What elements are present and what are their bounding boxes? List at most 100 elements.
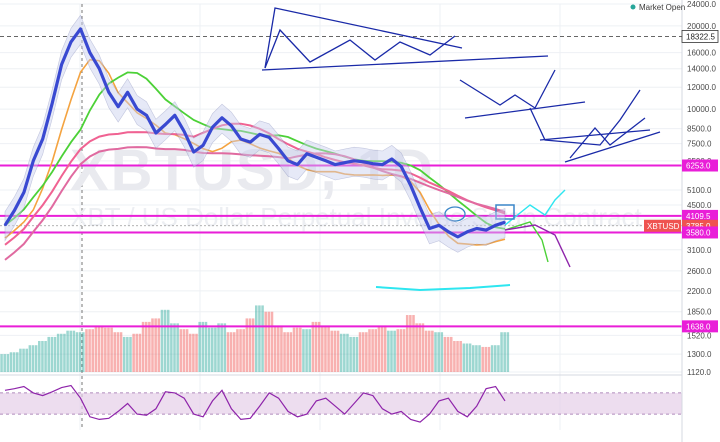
price-tag (681, 30, 719, 43)
volume-bar (402, 329, 406, 372)
volume-bar (371, 329, 374, 372)
price-point (296, 163, 299, 166)
price-point (362, 160, 365, 163)
volume-bar (223, 323, 227, 372)
volume-bar (377, 325, 381, 372)
volume-bar (110, 327, 113, 372)
volume-bar (154, 318, 157, 372)
price-tick-label: 7500.0 (687, 140, 712, 149)
volume-bar (179, 329, 183, 372)
volume-bar (188, 333, 192, 372)
moving-averages (4, 58, 506, 261)
price-tick-label: 1120.0 (687, 368, 711, 377)
price-point (457, 236, 459, 238)
volume-bar (493, 345, 497, 372)
price-point (13, 209, 16, 212)
volume-bar (390, 330, 393, 372)
price-point (60, 63, 63, 66)
symbol-tag-label: XBTUSD (647, 222, 680, 231)
price-tag (682, 159, 718, 172)
volume-bar (16, 352, 19, 372)
volume-bar (132, 333, 135, 372)
price-point (485, 229, 487, 231)
volume-bar (503, 332, 506, 372)
volume-bar (151, 318, 154, 372)
watermark-description: XBT / US Dollar Perpetual Inverse Swap C… (70, 202, 643, 232)
volume-bar (226, 332, 230, 372)
volume-bar (305, 329, 308, 372)
price-point (117, 105, 120, 108)
volume-bar (409, 315, 412, 372)
volume-bar (126, 336, 129, 372)
volume-bar (229, 332, 233, 372)
volume-bar (0, 354, 3, 372)
volume-bar (387, 330, 390, 372)
volume-bar (431, 330, 434, 372)
volume-bar (138, 333, 142, 372)
price-point (343, 161, 346, 164)
volume-bar (157, 318, 161, 372)
volume-bar (22, 348, 25, 372)
price-point (136, 108, 138, 110)
volume-bar (258, 305, 261, 372)
rsi-band (0, 392, 682, 415)
price-point (4, 224, 6, 227)
volume-bar (214, 327, 217, 372)
volume-bar (251, 318, 255, 372)
price-tick-label: 16000.0 (687, 49, 716, 58)
watermark-symbol: XBTUSD, 1D (70, 138, 435, 203)
volume-bar (53, 336, 57, 372)
price-point (381, 163, 384, 166)
price-point (98, 67, 101, 70)
price-tick-label: 12000.0 (687, 83, 716, 92)
price-point (438, 224, 440, 227)
volume-bar (88, 329, 91, 372)
volume-bar (311, 321, 315, 372)
price-tag-label: 4109.5 (686, 212, 711, 221)
volume-bar (41, 340, 44, 372)
volume-bar (487, 346, 491, 372)
price-point (51, 102, 53, 105)
volume-bar (242, 329, 245, 372)
volume-bar (484, 346, 488, 372)
price-point (475, 227, 478, 230)
volume-bar (396, 329, 400, 372)
volume-bar (368, 329, 371, 372)
trendline-drawing (569, 117, 646, 159)
price-tick-label: 1850.0 (687, 308, 712, 317)
volume-bar (352, 336, 356, 372)
volume-bar (365, 332, 368, 372)
price-tick-label: 14000.0 (687, 65, 716, 74)
market-status-label: Market Open (639, 3, 685, 12)
price-point (107, 91, 110, 94)
volume-bar (415, 323, 418, 372)
volume-bar (160, 309, 164, 372)
price-point (41, 138, 44, 140)
volume-bar (449, 336, 453, 372)
volume-bar (500, 332, 503, 372)
volume-bar (47, 336, 50, 372)
volume-bar (9, 352, 13, 372)
volume-bar (78, 332, 82, 372)
volume-bar (34, 345, 38, 372)
volume-bar (94, 325, 98, 372)
volume-bar (292, 327, 296, 372)
price-point (164, 123, 167, 126)
price-line (3, 27, 506, 239)
price-point (211, 126, 214, 129)
price-tag-label: 3785.0 (686, 222, 711, 231)
volume-bar (236, 329, 239, 372)
moving-average-long (4, 146, 506, 261)
volume-bar (129, 336, 132, 372)
volume-bar (91, 329, 95, 372)
volume-bars (0, 305, 510, 372)
price-tag (682, 320, 718, 333)
volume-bar (462, 343, 466, 372)
price-tick-label: 1300.0 (687, 350, 712, 359)
volume-bar (107, 327, 110, 372)
price-point (258, 133, 261, 136)
rsi-pane: 80.000040.00000.0000 (0, 374, 716, 435)
volume-bar (358, 332, 362, 372)
grid (0, 3, 682, 430)
